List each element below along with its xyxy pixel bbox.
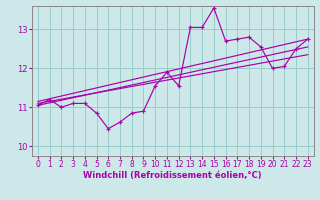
X-axis label: Windchill (Refroidissement éolien,°C): Windchill (Refroidissement éolien,°C) [84, 171, 262, 180]
